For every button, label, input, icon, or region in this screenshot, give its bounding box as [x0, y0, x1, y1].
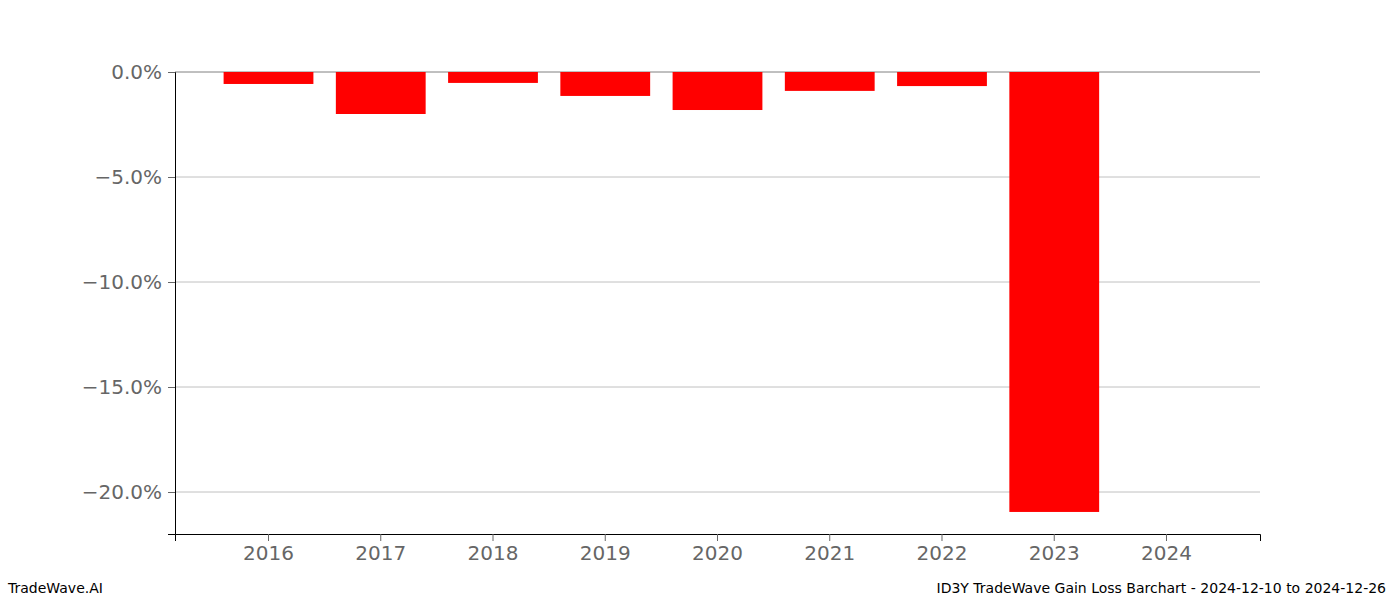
- bar: [785, 72, 875, 91]
- bar: [673, 72, 763, 110]
- bar: [336, 72, 426, 114]
- tick-mark: [168, 282, 175, 283]
- tick: 2021: [804, 534, 855, 565]
- x-axis: 2016 2017 2018 2019 2020 2021 2022 2023 2024: [176, 534, 1261, 565]
- tick: 2024: [1141, 534, 1192, 565]
- bar: [224, 72, 314, 84]
- chart: 0.0%−5.0%−10.0%−15.0%−20.0%2016201720182…: [0, 0, 1400, 600]
- tick-mark: [493, 534, 494, 541]
- tick-label: 2019: [580, 541, 631, 565]
- tick: 2019: [580, 534, 631, 565]
- tick-label: 2016: [243, 541, 294, 565]
- tick-label: 2022: [917, 541, 968, 565]
- tick: 2020: [692, 534, 743, 565]
- axis-line: [168, 73, 176, 535]
- tick: 0.0%: [111, 60, 175, 84]
- tick: 2016: [243, 534, 294, 565]
- title: ID3Y TradeWave Gain Loss Barchart - 2024…: [937, 580, 1387, 596]
- y-axis: 0.0% −5.0% −10.0% −15.0% −20.0%: [82, 60, 176, 535]
- tick-mark: [605, 534, 606, 541]
- tick-mark: [829, 534, 830, 541]
- tick: 2022: [917, 534, 968, 565]
- tick-label: −15.0%: [82, 375, 162, 399]
- tick-mark: [380, 534, 381, 541]
- tick-mark: [1054, 534, 1055, 541]
- bar: [1122, 72, 1212, 73]
- tick: −5.0%: [94, 165, 175, 189]
- bars: [224, 72, 1100, 512]
- tick-label: −10.0%: [82, 270, 162, 294]
- tick: −15.0%: [82, 375, 175, 399]
- tick-label: 2020: [692, 541, 743, 565]
- tick-mark: [717, 534, 718, 541]
- tick: −20.0%: [82, 480, 175, 504]
- tick-label: 2021: [804, 541, 855, 565]
- axis-line: [176, 535, 1261, 542]
- tick: 2023: [1029, 534, 1080, 565]
- tick-mark: [168, 492, 175, 493]
- tick: −10.0%: [82, 270, 175, 294]
- tick-mark: [168, 387, 175, 388]
- bar: [448, 72, 538, 83]
- tick-mark: [941, 534, 942, 541]
- tick-label: 2017: [355, 541, 406, 565]
- bar: [897, 72, 987, 86]
- tick-label: 2024: [1141, 541, 1192, 565]
- tick-label: −20.0%: [82, 480, 162, 504]
- tick-mark: [268, 534, 269, 541]
- tick-mark: [168, 72, 175, 73]
- source: TradeWave.AI: [7, 580, 103, 596]
- bar: [1009, 72, 1099, 512]
- tick-label: 2018: [468, 541, 519, 565]
- bar: [560, 72, 650, 96]
- tick: 2017: [355, 534, 406, 565]
- tick-label: 2023: [1029, 541, 1080, 565]
- tick: 2018: [468, 534, 519, 565]
- tick-label: 0.0%: [111, 60, 162, 84]
- tick-mark: [168, 177, 175, 178]
- tick-mark: [1166, 534, 1167, 541]
- tick-label: −5.0%: [94, 165, 162, 189]
- plot: 0.0%−5.0%−10.0%−15.0%−20.0%2016201720182…: [82, 60, 1261, 565]
